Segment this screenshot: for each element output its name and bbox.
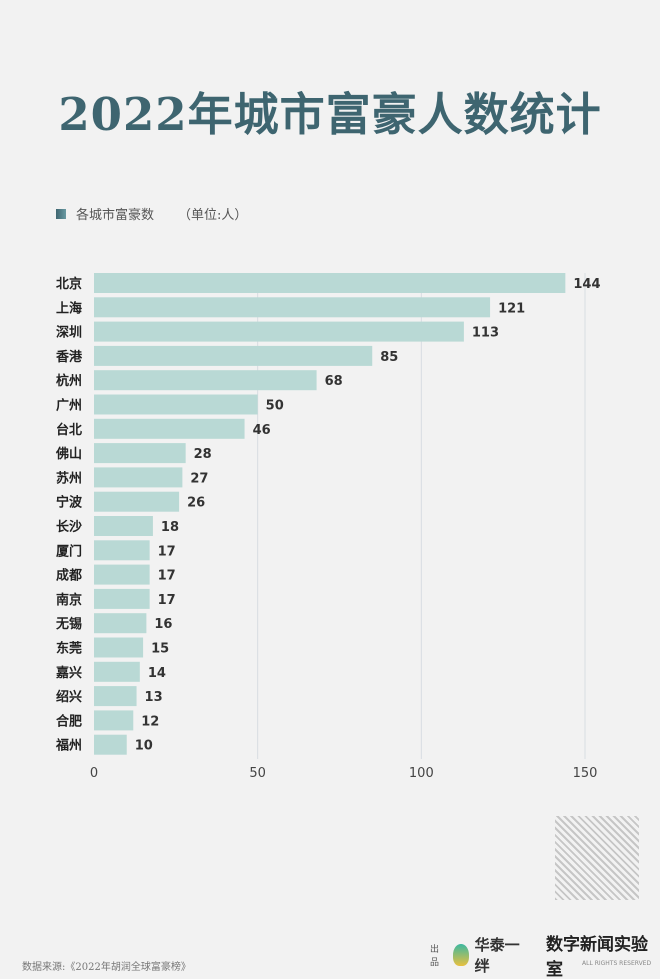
category-label: 嘉兴: [55, 665, 82, 681]
category-label: 东莞: [56, 641, 82, 657]
x-tick-label: 150: [573, 766, 598, 781]
category-label: 上海: [56, 300, 82, 316]
data-label: 113: [472, 326, 499, 341]
category-label: 长沙: [56, 519, 82, 535]
bar: [94, 710, 134, 731]
bar: [94, 588, 150, 609]
data-label: 46: [253, 423, 271, 438]
bar: [94, 370, 317, 391]
data-label: 18: [161, 520, 179, 535]
category-label: 香港: [55, 349, 83, 365]
bar: [94, 345, 373, 366]
data-label: 68: [325, 374, 343, 389]
producer-logo: 出品 华泰一绊 数字新闻实验室: [430, 930, 660, 979]
data-label: 10: [135, 739, 153, 754]
legend-label: 各城市富豪数: [76, 208, 155, 223]
bar: [94, 734, 127, 755]
legend-swatch: [56, 208, 66, 219]
unit-label: （单位:人）: [178, 208, 248, 223]
data-label: 17: [158, 569, 176, 584]
bar: [94, 516, 153, 536]
data-label: 26: [187, 496, 205, 511]
category-label: 厦门: [56, 543, 82, 559]
data-label: 17: [158, 593, 176, 608]
category-label: 广州: [56, 398, 82, 414]
legend: 各城市富豪数 （单位:人）: [56, 204, 247, 223]
category-label: 深圳: [56, 325, 82, 341]
x-tick-label: 50: [249, 766, 266, 781]
data-source: 数据来源:《2022年胡润全球富豪榜》: [22, 962, 191, 973]
bar: [94, 686, 137, 707]
data-label: 27: [190, 471, 208, 486]
bar: [94, 540, 150, 561]
bar: [94, 418, 245, 439]
qr-code: [555, 816, 639, 900]
category-label: 台北: [56, 422, 82, 438]
bar: [94, 394, 258, 415]
category-label: 合肥: [56, 713, 82, 729]
bar: [94, 443, 186, 464]
bar: [94, 661, 140, 682]
bar: [94, 321, 464, 342]
bar: [94, 467, 183, 488]
data-label: 144: [573, 277, 600, 292]
bird-logo-icon: [453, 944, 469, 966]
data-label: 17: [158, 544, 176, 559]
category-label: 杭州: [56, 373, 82, 389]
lab-name: 数字新闻实验室: [546, 935, 649, 979]
bar: [94, 297, 491, 318]
rights-text: ALL RIGHTS RESERVED: [582, 960, 652, 967]
producer-label: 出品: [430, 945, 440, 968]
data-label: 121: [498, 301, 525, 316]
data-label: 14: [148, 666, 166, 681]
category-label: 北京: [56, 276, 82, 292]
bar: [94, 491, 180, 512]
x-tick-label: 0: [90, 766, 98, 781]
data-label: 15: [151, 642, 169, 657]
category-label: 无锡: [55, 616, 82, 632]
chart-title: 2022年城市富豪人数统计: [58, 88, 602, 141]
category-label: 宁波: [56, 495, 83, 511]
x-tick-label: 100: [409, 766, 434, 781]
bar: [94, 564, 150, 585]
data-label: 50: [266, 399, 284, 414]
data-label: 16: [154, 617, 172, 632]
category-label: 佛山: [55, 446, 82, 462]
category-label: 绍兴: [56, 689, 82, 705]
category-label: 成都: [56, 568, 82, 584]
bar-chart: 0 50 100 150 北京 144 上海 121 深圳 113 香港 85 杭州 68 广州 50 台北 46…: [55, 273, 601, 781]
bar: [94, 613, 147, 634]
brand-name: 华泰一绊: [474, 936, 520, 975]
data-label: 28: [194, 447, 212, 462]
category-label: 苏州: [56, 470, 82, 486]
data-label: 12: [141, 714, 159, 729]
bar: [94, 273, 566, 293]
category-label: 南京: [56, 592, 82, 608]
bar: [94, 637, 144, 658]
category-label: 福州: [55, 738, 82, 754]
data-label: 85: [380, 350, 398, 365]
data-label: 13: [145, 690, 163, 705]
